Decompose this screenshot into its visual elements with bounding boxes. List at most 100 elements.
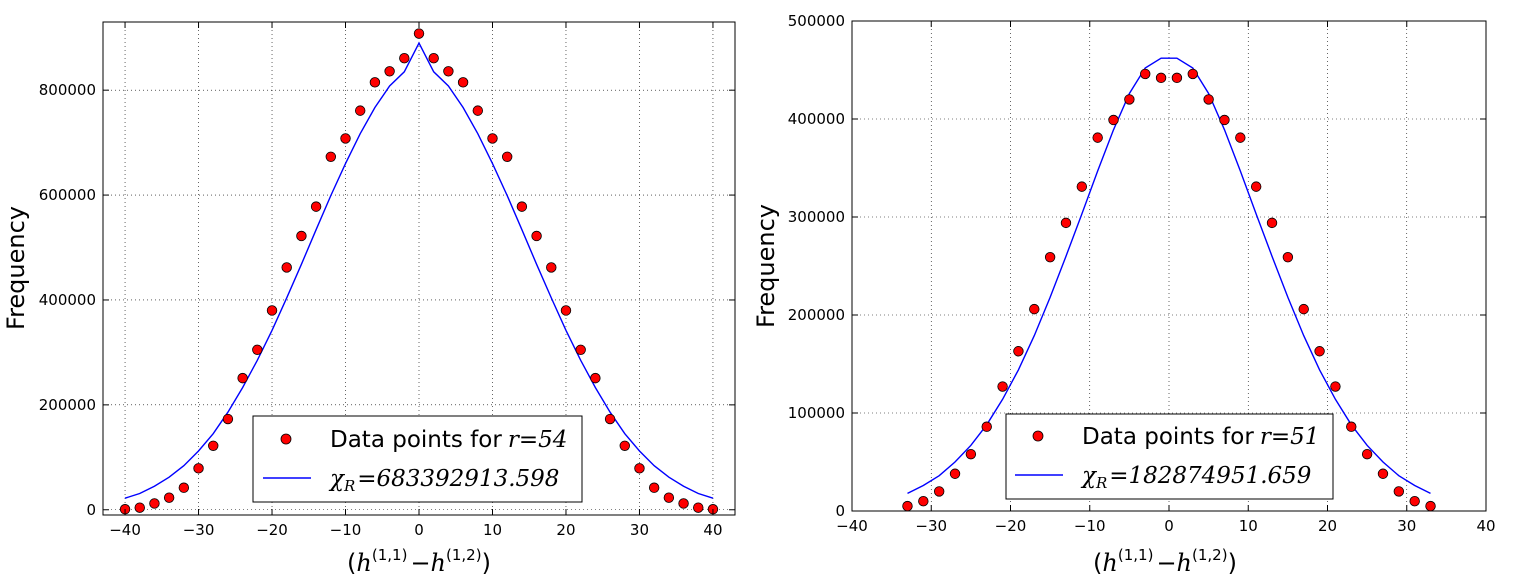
chart-left: −40 −30 −20 −10 0 10 20 30 40 0 200000 400000 60000… <box>2 21 736 577</box>
chart-left-yticks: 0 200000 400000 600000 800000 <box>39 81 735 519</box>
chart-left-data-point <box>134 502 145 513</box>
chart-left-data-point <box>546 262 557 273</box>
chart-left-xtick-label: 10 <box>483 521 502 539</box>
chart-right-data-point <box>1298 303 1309 315</box>
chart-right-ytick-label: 400000 <box>788 110 845 128</box>
chart-right: −40 −30 −20 −10 0 10 20 30 40 0 100000 200000 30000… <box>752 12 1496 577</box>
chart-left-xtick-label: −30 <box>183 521 215 539</box>
chart-right-data-point <box>1044 251 1056 263</box>
chart-left-data-point <box>648 482 660 493</box>
chart-left-xlabel: (h(1,1) −h(1,2)) <box>347 546 491 577</box>
chart-right-fit-series <box>907 57 1431 495</box>
chart-left-xticks: −40 −30 −20 −10 0 10 20 30 40 <box>109 22 723 539</box>
chart-right-xtick-label: −20 <box>995 517 1027 535</box>
chart-left-legend-marker <box>280 433 292 445</box>
chart-right-data-point <box>1124 94 1135 105</box>
chart-left-ytick-label: 600000 <box>39 186 96 204</box>
chart-left-data-point <box>149 498 160 509</box>
chart-right-xtick-label: 0 <box>1164 517 1174 535</box>
chart-right-data-point <box>1250 181 1262 192</box>
chart-left-data-point <box>663 492 675 503</box>
chart-left-data-point <box>604 413 616 425</box>
chart-left-xtick-label: 30 <box>630 521 649 539</box>
chart-right-yticks: 0 100000 200000 300000 400000 500000 <box>788 12 1486 520</box>
chart-right-legend-line-label: χR=182874951.659 <box>1080 463 1311 492</box>
chart-right-xtick-label: 20 <box>1318 517 1337 535</box>
chart-right-data-point <box>1314 346 1325 357</box>
chart-right-data-point <box>1409 496 1420 507</box>
chart-left-xtick-label: 40 <box>703 521 722 539</box>
chart-right-data-point <box>949 468 961 479</box>
chart-left-data-point <box>399 52 410 64</box>
chart-left-data-point <box>575 344 586 355</box>
chart-left-xtick-label: −40 <box>109 521 141 539</box>
chart-right-data-point <box>1029 303 1040 315</box>
chart-right-ytick-label: 500000 <box>788 12 845 30</box>
chart-left-legend: Data points for r=54 χR=683392913.598 <box>252 415 583 503</box>
chart-right-xtick-label: −40 <box>836 517 868 535</box>
chart-right-xticks: −40 −30 −20 −10 0 10 20 30 40 <box>836 21 1496 535</box>
chart-left-data-point <box>516 201 528 212</box>
chart-left-data-point <box>443 66 454 77</box>
chart-right-data-point <box>933 486 945 497</box>
chart-left-data-point <box>487 133 498 144</box>
chart-right-xtick-label: −30 <box>915 517 947 535</box>
chart-left-data-point <box>222 413 234 425</box>
chart-left-xtick-label: 0 <box>414 521 424 539</box>
chart-left-data-point <box>428 52 439 64</box>
chart-right-points <box>902 68 1436 512</box>
chart-right-data-point <box>1171 72 1183 84</box>
chart-left-data-point <box>340 133 351 144</box>
chart-right-data-point <box>1203 94 1214 105</box>
chart-left-xtick-label: −20 <box>256 521 288 539</box>
chart-left-data-point <box>355 105 366 116</box>
chart-right-ytick-label: 200000 <box>788 306 845 324</box>
chart-right-data-point <box>902 500 913 512</box>
chart-right-data-point <box>1282 251 1294 263</box>
chart-left-data-point <box>590 372 601 384</box>
chart-right-ytick-label: 100000 <box>788 404 845 422</box>
chart-left-data-point <box>472 105 483 116</box>
chart-left-data-point <box>163 492 175 503</box>
chart-left-data-point <box>457 77 469 88</box>
chart-right-data-point <box>1108 114 1119 126</box>
chart-right-ylabel: Frequency <box>752 204 780 328</box>
chart-left-data-point <box>296 230 307 242</box>
chart-left-ytick-label: 200000 <box>39 396 96 414</box>
chart-left-data-point <box>531 230 542 242</box>
chart-right-xtick-label: 10 <box>1239 517 1258 535</box>
chart-right-data-point <box>1060 217 1072 229</box>
chart-left-xtick-label: 20 <box>556 521 575 539</box>
chart-right-data-point <box>1155 72 1167 84</box>
chart-left-data-point <box>178 482 190 493</box>
chart-right-legend-scatter-label: Data points for r=51 <box>1082 424 1319 450</box>
chart-left-data-point <box>501 151 513 162</box>
chart-left-ytick-label: 400000 <box>39 291 96 309</box>
chart-right-data-point <box>1076 181 1088 192</box>
chart-right-xtick-label: 30 <box>1397 517 1416 535</box>
chart-left-ytick-label: 0 <box>86 501 96 519</box>
chart-right-data-point <box>1187 68 1198 80</box>
chart-left-data-point <box>281 262 292 273</box>
chart-left-legend-box <box>252 415 583 503</box>
chart-left-data-point <box>310 201 322 212</box>
chart-right-data-point <box>997 381 1008 392</box>
chart-left-data-point <box>560 305 572 316</box>
chart-left-data-point <box>208 440 219 451</box>
chart-right-xtick-label: −10 <box>1074 517 1106 535</box>
chart-right-data-point <box>981 421 992 432</box>
chart-left-ylabel: Frequency <box>2 206 30 330</box>
chart-left-legend-line-label: χR=683392913.598 <box>328 466 559 495</box>
chart-right-data-point <box>1013 346 1024 357</box>
chart-right-data-point <box>918 496 929 507</box>
chart-left-data-point <box>413 28 425 39</box>
chart-left-data-point <box>693 502 704 513</box>
chart-right-fit-line <box>907 57 1431 495</box>
chart-right-data-point <box>1266 217 1278 229</box>
chart-right-legend-marker <box>1032 430 1044 442</box>
chart-left-data-point <box>237 372 248 384</box>
chart-left-data-point <box>634 463 645 474</box>
chart-right-data-point <box>1330 381 1341 392</box>
chart-right-data-point <box>1092 132 1103 143</box>
chart-left-data-point <box>193 463 204 474</box>
